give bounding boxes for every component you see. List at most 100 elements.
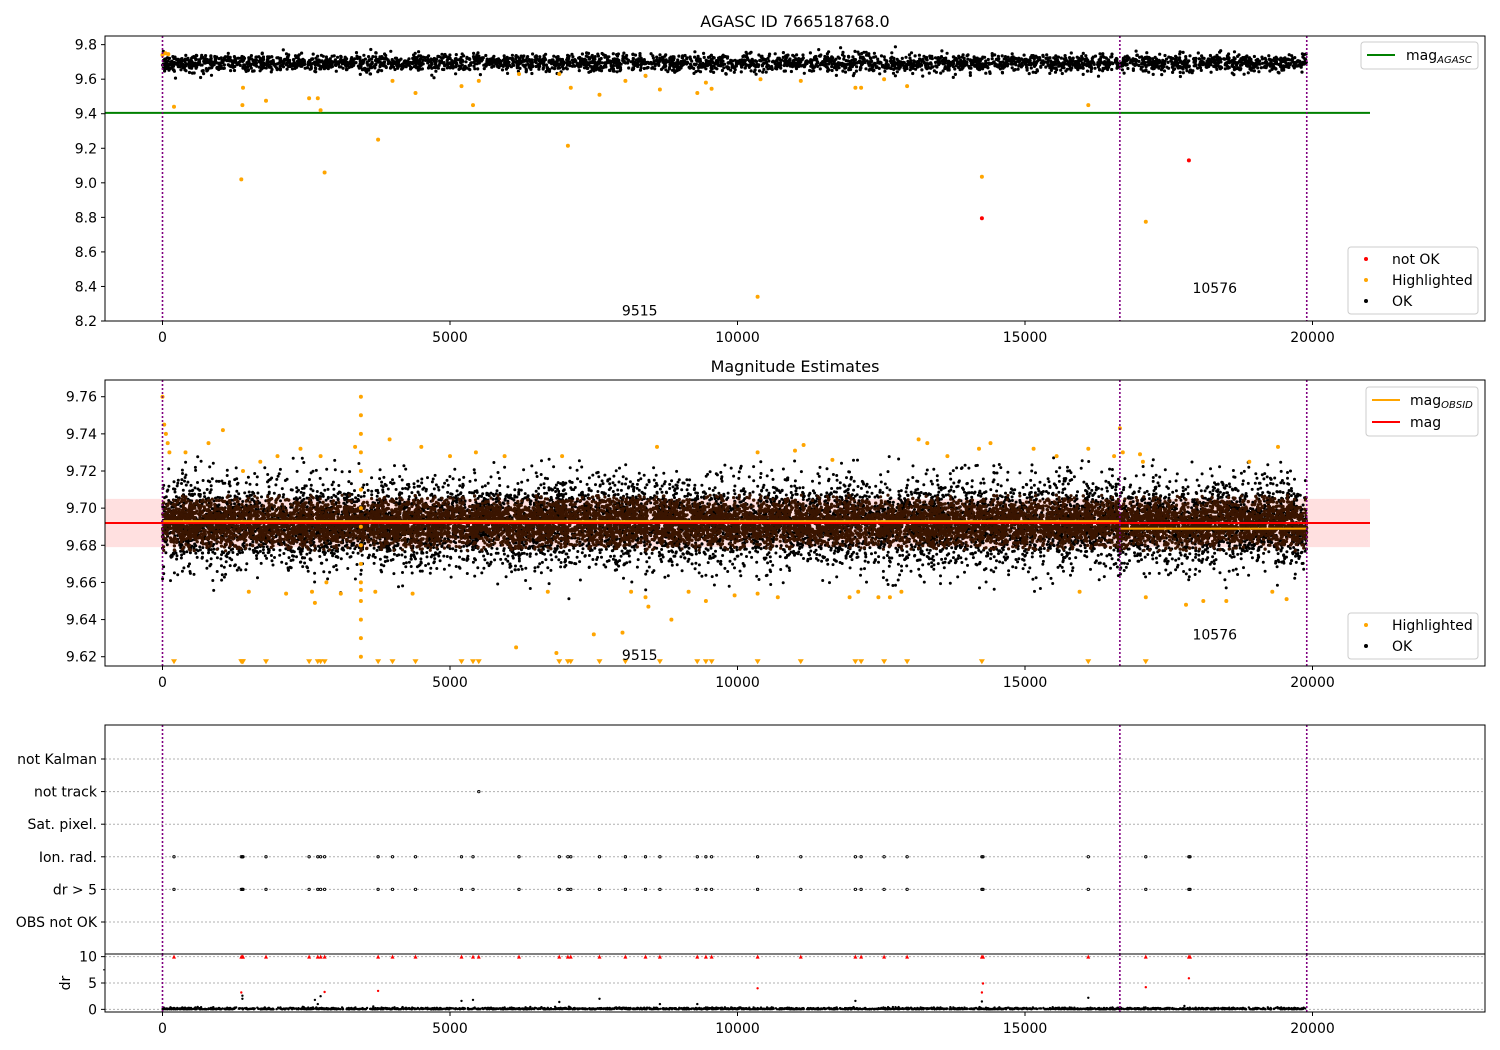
chart2-ok-points-point: [765, 488, 769, 492]
chart1-ok-points-point: [612, 61, 616, 65]
chart1-ok-points-point: [345, 67, 349, 71]
chart2-ok-points-point: [733, 492, 737, 496]
chart2-ok-points-point: [887, 455, 891, 459]
chart2-ok-points-point: [715, 573, 719, 577]
chart1-ok-points-point: [1171, 70, 1175, 74]
chart1-ok-points-point: [1088, 60, 1092, 65]
chart2-ok-points-point: [891, 500, 895, 504]
chart1-ok-points-point: [1139, 67, 1143, 71]
chart2-ok-points-point: [732, 489, 736, 492]
chart2-ok-points-point: [970, 479, 974, 483]
chart1-ok-points-point: [1275, 62, 1279, 66]
chart2-ok-points-point: [530, 464, 534, 468]
chart2-ok-points-point: [1157, 571, 1161, 575]
chart1-ok-points-point: [508, 56, 512, 60]
chart1-ok-points-point: [824, 62, 828, 66]
chart1-ok-points-point: [506, 71, 510, 75]
chart1-ok-points-point: [1048, 64, 1052, 68]
chart1-ok-points-point: [324, 55, 328, 59]
chart1-ok-points-point: [633, 61, 637, 65]
chart1-ok-points-point: [1081, 72, 1085, 76]
chart1-ok-points-point: [1098, 68, 1102, 72]
chart1-ok-points-point: [1098, 52, 1102, 56]
chart1-ok-points-point: [647, 61, 651, 65]
chart1-ok-points-point: [972, 55, 976, 59]
chart2-ok-points-point: [372, 546, 376, 550]
chart1-ok-points-point: [1201, 63, 1205, 67]
chart2-ok-points-point: [1289, 562, 1293, 565]
chart1-ok-points-point: [1035, 68, 1039, 72]
chart2-ok-points-point: [205, 566, 209, 570]
chart1-ok-points-point: [319, 60, 323, 64]
chart1-ok-points-point: [438, 61, 442, 65]
chart1-highlighted-point: [459, 84, 464, 89]
chart1-ok-points-point: [1133, 57, 1138, 62]
chart1-ok-points-point: [222, 66, 226, 70]
chart1-ok-points-point: [743, 66, 747, 70]
chart1-ok-points-point: [1158, 52, 1162, 56]
chart1-ok-points-point: [852, 71, 856, 76]
chart1-highlighted-point: [318, 108, 323, 113]
chart1-ok-points-point: [1162, 69, 1167, 73]
chart1-ok-points-point: [1198, 66, 1203, 70]
chart1-ok-points-point: [882, 55, 886, 59]
chart1-ok-points-point: [663, 62, 667, 66]
chart1-ok-points-point: [781, 51, 786, 55]
chart2-ok-points-point: [1190, 460, 1194, 464]
chart1-legend-highlighted-marker: [1364, 278, 1368, 282]
chart1-ok-points-point: [906, 59, 910, 64]
chart1-ok-points-point: [838, 62, 842, 67]
chart2-ok-points-point: [193, 486, 197, 490]
chart1-ok-points-point: [511, 62, 515, 66]
chart1-ok-points-point: [215, 61, 219, 65]
chart1-ok-points-point: [573, 59, 577, 63]
chart1-ok-points-point: [930, 65, 934, 69]
chart1-ok-points-point: [1223, 67, 1227, 71]
chart1-ok-points-point: [615, 70, 619, 74]
chart1-ok-points-point: [293, 66, 297, 70]
chart1-ytick-label-5: 9.2: [75, 141, 97, 157]
chart1-ok-points-point: [318, 67, 322, 71]
chart2-ok-points-point: [1124, 565, 1128, 569]
chart1-ok-points-point: [638, 68, 643, 72]
chart1-ok-points-point: [593, 63, 597, 67]
chart1-ok-points-point: [1239, 63, 1243, 67]
chart2-ok-points-point: [979, 550, 983, 554]
chart2-ok-points-point: [811, 479, 814, 483]
chart1-ok-points-point: [916, 60, 920, 64]
chart1-ok-points-point: [1177, 57, 1181, 62]
chart1-ok-points-point: [1001, 66, 1005, 70]
chart2-ok-points-point: [825, 491, 829, 495]
chart2-ok-points-point: [429, 566, 433, 570]
chart1-ok-points-point: [1076, 59, 1080, 63]
chart2-ok-points-point: [535, 475, 539, 478]
chart1-ok-points-point: [883, 69, 887, 73]
chart1-ok-points-point: [1192, 56, 1196, 61]
chart1-ok-points-point: [416, 65, 420, 69]
chart2-ok-points-point: [167, 484, 171, 488]
chart1-ok-points-point: [663, 54, 667, 58]
chart1-ok-points-point: [219, 66, 223, 70]
chart1-ok-points-point: [206, 60, 210, 65]
chart1-ok-points-point: [343, 55, 347, 59]
chart1-ytick-label-7: 9.6: [75, 72, 97, 88]
chart1-ok-points-point: [319, 53, 323, 57]
chart1-ok-points-point: [968, 71, 972, 75]
chart1-ok-points-point: [309, 67, 313, 71]
chart1-ok-points-point: [1144, 65, 1148, 69]
chart2-ok-points-point: [635, 482, 639, 486]
chart2-ok-points-point: [825, 467, 829, 471]
chart1-ok-points-point: [914, 63, 918, 67]
chart1-ok-points-point: [718, 55, 722, 59]
chart1-ok-points-point: [615, 53, 619, 57]
chart1-ok-points-point: [1056, 61, 1060, 65]
chart1-ok-points-point: [372, 64, 376, 69]
chart1-ok-points-point: [218, 63, 222, 67]
chart1-ok-points-point: [924, 65, 928, 69]
chart1-ok-points-point: [485, 61, 489, 65]
chart1-ok-points-point: [993, 64, 997, 68]
chart1-ok-points-point: [1174, 60, 1178, 64]
chart1-ok-points-point: [702, 51, 706, 56]
